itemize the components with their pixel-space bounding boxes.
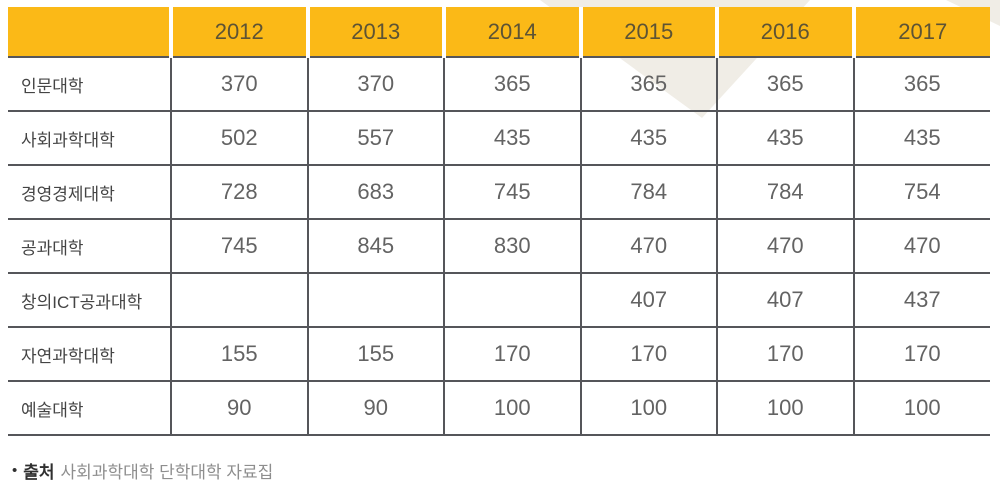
year-header: 2012: [169, 7, 308, 58]
table-header-row: 2012 2013 2014 2015 2016 2017: [8, 7, 990, 58]
table-cell: 745: [170, 219, 308, 274]
row-label: 경영경제대학: [8, 165, 171, 220]
table-cell: 407: [716, 273, 854, 328]
table-cell: 754: [852, 165, 990, 220]
corner-header-cell: [8, 7, 171, 58]
table-row: 공과대학 745 845 830 470 470 470: [8, 219, 990, 274]
row-label: 사회과학대학: [8, 111, 171, 166]
table-cell: [170, 273, 308, 328]
table-cell: 170: [716, 327, 854, 382]
table-cell: [443, 273, 581, 328]
table-cell: 170: [443, 327, 581, 382]
enrollment-by-year-table: 2012 2013 2014 2015 2016 2017 인문대학 370 3…: [8, 7, 990, 436]
table-row: 경영경제대학 728 683 745 784 784 754: [8, 165, 990, 220]
table-row: 인문대학 370 370 365 365 365 365: [8, 57, 990, 112]
table-cell: 90: [170, 381, 308, 436]
table-cell: 155: [306, 327, 444, 382]
enrollment-table-container: 2012 2013 2014 2015 2016 2017 인문대학 370 3…: [8, 7, 990, 436]
table-cell: 784: [716, 165, 854, 220]
source-note: • 출처 사회과학대학 단학대학 자료집: [12, 458, 273, 483]
table-cell: 155: [170, 327, 308, 382]
table-cell: 365: [852, 57, 990, 112]
row-label: 자연과학대학: [8, 327, 171, 382]
table-cell: 470: [716, 219, 854, 274]
year-header: 2015: [578, 7, 717, 58]
table-cell: 435: [716, 111, 854, 166]
row-label: 인문대학: [8, 57, 171, 112]
table-cell: 845: [306, 219, 444, 274]
table-cell: 100: [852, 381, 990, 436]
table-cell: 365: [716, 57, 854, 112]
table-cell: 407: [579, 273, 717, 328]
row-label: 예술대학: [8, 381, 171, 436]
table-row: 예술대학 90 90 100 100 100 100: [8, 381, 990, 436]
table-cell: 435: [852, 111, 990, 166]
table-cell: 90: [306, 381, 444, 436]
row-label: 공과대학: [8, 219, 171, 274]
year-header: 2014: [442, 7, 581, 58]
year-header: 2016: [715, 7, 854, 58]
source-label: 출처: [23, 463, 55, 482]
table-cell: 435: [579, 111, 717, 166]
table-cell: 100: [579, 381, 717, 436]
table-cell: 365: [443, 57, 581, 112]
year-header: 2017: [851, 7, 990, 58]
table-cell: [306, 273, 444, 328]
table-cell: 502: [170, 111, 308, 166]
table-cell: 100: [443, 381, 581, 436]
table-cell: 784: [579, 165, 717, 220]
bullet-icon: •: [12, 462, 18, 479]
table-row: 자연과학대학 155 155 170 170 170 170: [8, 327, 990, 382]
table-cell: 683: [306, 165, 444, 220]
table-cell: 470: [852, 219, 990, 274]
table-cell: 728: [170, 165, 308, 220]
table-cell: 170: [852, 327, 990, 382]
table-cell: 100: [716, 381, 854, 436]
table-cell: 370: [306, 57, 444, 112]
table-cell: 435: [443, 111, 581, 166]
table-cell: 370: [170, 57, 308, 112]
table-cell: 745: [443, 165, 581, 220]
table-row: 사회과학대학 502 557 435 435 435 435: [8, 111, 990, 166]
table-cell: 437: [852, 273, 990, 328]
table-cell: 830: [443, 219, 581, 274]
table-cell: 470: [579, 219, 717, 274]
table-cell: 557: [306, 111, 444, 166]
year-header: 2013: [305, 7, 444, 58]
row-label: 창의ICT공과대학: [8, 273, 171, 328]
table-cell: 170: [579, 327, 717, 382]
table-row: 창의ICT공과대학 407 407 437: [8, 273, 990, 328]
table-cell: 365: [579, 57, 717, 112]
source-text: 사회과학대학 단학대학 자료집: [60, 463, 274, 482]
